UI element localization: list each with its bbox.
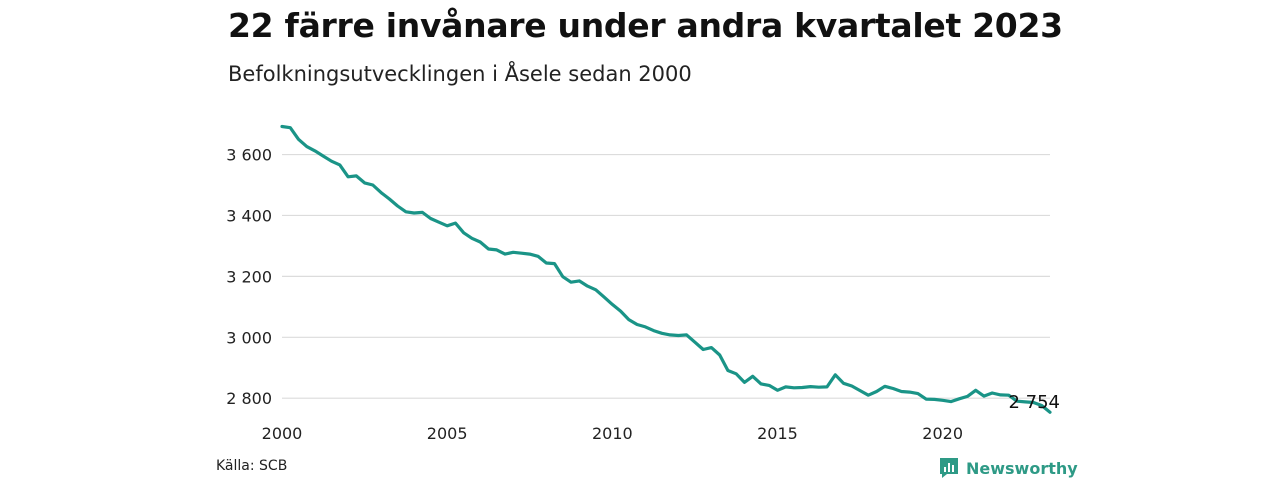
chart-title: 22 färre invånare under andra kvartalet … xyxy=(228,6,1063,45)
y-tick-label: 3 200 xyxy=(226,267,272,286)
brand-name: Newsworthy xyxy=(966,458,1078,478)
x-tick-label: 2005 xyxy=(427,424,468,443)
x-tick-label: 2020 xyxy=(922,424,963,443)
y-tick-label: 3 400 xyxy=(226,206,272,225)
x-tick-label: 2000 xyxy=(262,424,303,443)
y-tick-label: 3 600 xyxy=(226,146,272,165)
y-axis-ticks: 2 800 3 000 3 200 3 400 3 600 xyxy=(226,146,272,409)
x-axis-ticks: 2000 2005 2010 2015 2020 xyxy=(262,424,963,443)
x-tick-label: 2015 xyxy=(757,424,798,443)
y-tick-label: 3 000 xyxy=(226,328,272,347)
x-tick-label: 2010 xyxy=(592,424,633,443)
chart-subtitle: Befolkningsutvecklingen i Åsele sedan 20… xyxy=(228,62,692,86)
last-value-label: 2 754 xyxy=(1008,392,1060,413)
series-line xyxy=(280,124,1052,414)
brand: Newsworthy xyxy=(938,456,1078,480)
y-tick-label: 2 800 xyxy=(226,389,272,408)
annotations: 2 754 xyxy=(1008,392,1060,413)
source-note: Källa: SCB xyxy=(216,458,288,474)
gridlines xyxy=(282,153,1050,399)
newsworthy-logo-icon xyxy=(940,458,958,478)
